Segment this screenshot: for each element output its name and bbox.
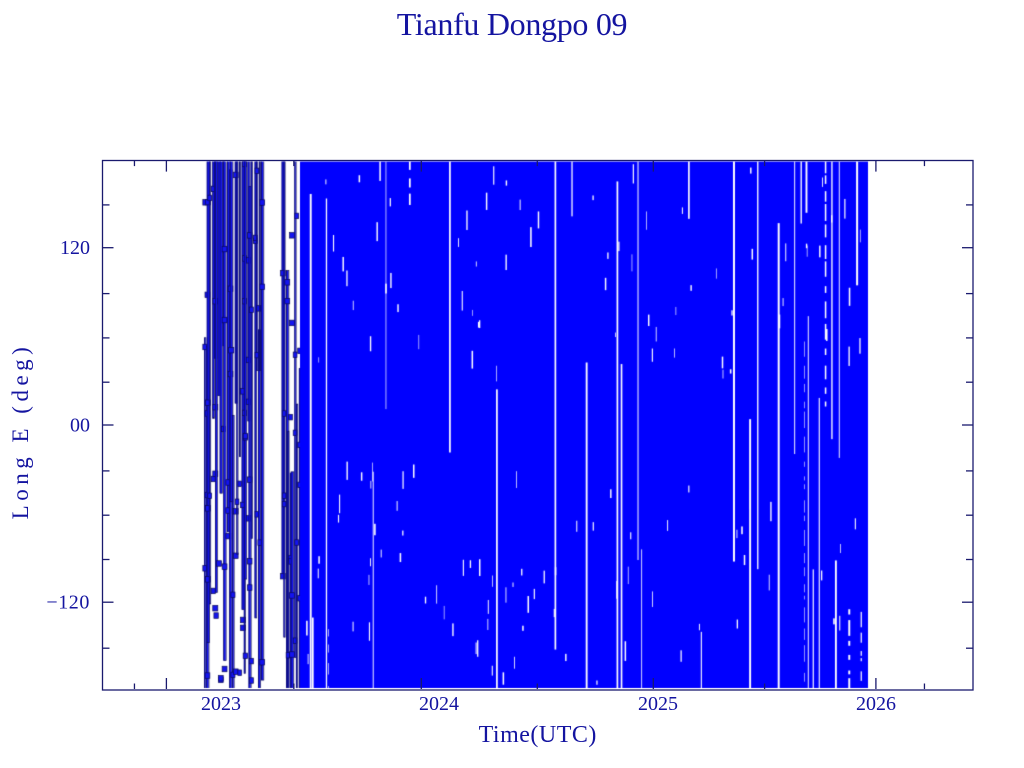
- svg-text:2023: 2023: [201, 693, 241, 715]
- svg-text:2024: 2024: [419, 693, 459, 715]
- svg-text:−120: −120: [46, 592, 90, 614]
- svg-text:00: 00: [70, 415, 90, 437]
- svg-text:Time(UTC): Time(UTC): [479, 722, 597, 748]
- svg-text:Long E (deg): Long E (deg): [8, 343, 33, 520]
- svg-text:120: 120: [60, 237, 90, 259]
- svg-text:2026: 2026: [856, 693, 896, 715]
- svg-text:2025: 2025: [638, 693, 678, 715]
